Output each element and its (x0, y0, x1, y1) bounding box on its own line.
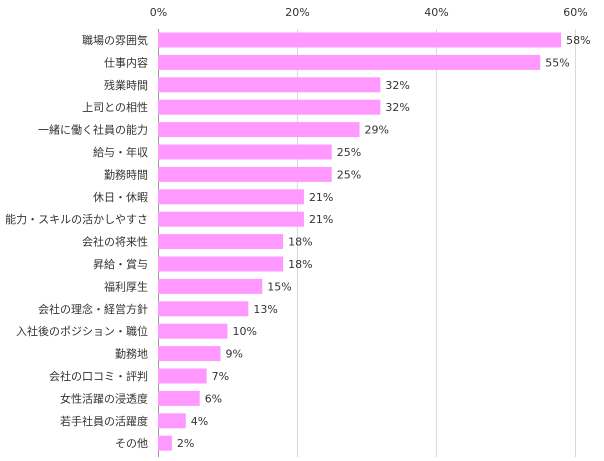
category-label: 勤務時間 (104, 167, 148, 181)
data-label: 29% (365, 124, 389, 137)
category-label: 福利厚生 (104, 279, 148, 293)
data-label: 4% (191, 415, 208, 428)
data-label: 15% (267, 280, 291, 293)
data-label: 2% (177, 437, 194, 450)
data-label: 21% (309, 191, 333, 204)
category-label: 勤務地 (115, 347, 148, 361)
tick-layer: 0% 20% 40% 60% (150, 6, 588, 19)
bar (158, 390, 200, 406)
bar (158, 301, 249, 317)
data-label: 6% (205, 392, 222, 405)
data-label-layer: 58% 55% 32% 32% 29% 25% 25% 21% 21% 18% 18% 15% 13% 1… (177, 34, 591, 450)
data-label: 7% (212, 370, 229, 383)
category-label: 仕事内容 (104, 55, 148, 69)
bar (158, 99, 381, 115)
bar (158, 32, 562, 48)
bar (158, 323, 228, 339)
bar-layer (158, 32, 562, 451)
bar (158, 166, 332, 182)
category-label: 若手社員の活躍度 (60, 414, 148, 428)
data-label: 25% (337, 168, 361, 181)
data-label: 9% (226, 348, 243, 361)
bar (158, 368, 207, 384)
bar (158, 122, 360, 138)
category-label: 職場の雰囲気 (82, 33, 148, 47)
category-label: 休日・休暇 (93, 191, 148, 204)
bar (158, 144, 332, 160)
data-label: 55% (545, 56, 569, 69)
data-label: 13% (253, 303, 277, 316)
data-label: 32% (385, 79, 409, 92)
x-tick-label: 60% (563, 6, 587, 19)
bar (158, 54, 541, 70)
bar (158, 77, 381, 93)
category-label: 能力・スキルの活かしやすさ (5, 212, 148, 226)
category-label: 会社の理念・経営方針 (38, 302, 148, 316)
category-label: 給与・年収 (93, 145, 148, 159)
bar (158, 413, 186, 429)
category-label: 残業時間 (104, 78, 148, 92)
data-label: 21% (309, 213, 333, 226)
category-label: その他 (115, 437, 148, 450)
bar (158, 234, 284, 250)
category-label: 上司との相性 (82, 100, 148, 114)
data-label: 18% (288, 258, 312, 271)
bar (158, 435, 172, 451)
category-label: 昇給・賞与 (93, 257, 148, 271)
category-label: 一緒に働く社員の能力 (38, 123, 148, 137)
bar (158, 346, 221, 362)
bar (158, 256, 284, 272)
category-label: 女性活躍の浸透度 (60, 391, 148, 405)
category-label: 会社の将来性 (82, 235, 148, 249)
x-tick-label: 0% (150, 6, 167, 19)
data-label: 32% (385, 101, 409, 114)
bar (158, 211, 304, 227)
category-label-layer: 職場の雰囲気仕事内容残業時間上司との相性一緒に働く社員の能力給与・年収勤務時間休… (5, 33, 148, 450)
data-label: 18% (288, 236, 312, 249)
x-tick-label: 20% (285, 6, 309, 19)
x-tick-label: 40% (424, 6, 448, 19)
bar (158, 278, 263, 294)
data-label: 25% (337, 146, 361, 159)
category-label: 会社の口コミ・評判 (49, 369, 148, 383)
category-label: 入社後のポジション・職位 (16, 324, 148, 338)
data-label: 58% (566, 34, 590, 47)
bar (158, 189, 304, 205)
data-label: 10% (233, 325, 257, 338)
